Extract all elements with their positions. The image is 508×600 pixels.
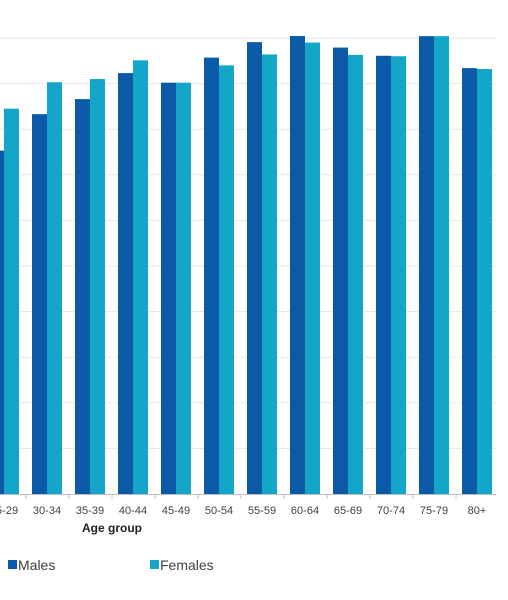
bar-females-30-34 — [47, 82, 62, 495]
x-tick-label: 75-79 — [420, 505, 448, 517]
bar-females-60-64 — [305, 42, 320, 495]
x-tick-label: 50-54 — [205, 505, 233, 517]
bar-females-75-79 — [434, 36, 449, 495]
bar-males-55-59 — [247, 42, 262, 494]
bar-females-70-74 — [391, 56, 406, 495]
bar-males-70-74 — [376, 55, 391, 495]
bar-females-55-59 — [262, 54, 277, 494]
legend-swatch — [150, 560, 159, 569]
bar-males-25-29 — [0, 150, 4, 494]
legend-label: Females — [160, 557, 214, 573]
bar-males-30-34 — [32, 114, 47, 494]
x-tick-label: 60-64 — [291, 505, 319, 517]
x-tick-label: 70-74 — [377, 505, 405, 517]
bar-females-50-54 — [219, 65, 234, 495]
bar-males-65-69 — [333, 47, 348, 495]
bar-males-35-39 — [75, 99, 90, 494]
x-tick-label: 80+ — [468, 505, 487, 517]
bar-males-80+ — [462, 68, 477, 494]
legend-label: Males — [18, 557, 55, 573]
legend-swatch — [8, 560, 17, 569]
x-tick-label: 65-69 — [334, 505, 362, 517]
bar-males-60-64 — [290, 36, 305, 494]
x-tick-label: 30-34 — [33, 505, 61, 517]
bar-females-80+ — [477, 69, 492, 495]
bar-males-75-79 — [419, 36, 434, 495]
x-tick-label: 40-44 — [119, 505, 147, 517]
bar-females-45-49 — [176, 82, 191, 495]
bar-females-65-69 — [348, 54, 363, 494]
bar-females-25-29 — [4, 108, 19, 495]
legend-item-males: Males — [8, 557, 55, 573]
x-axis: 25-29 30-34 35-39 40-44 45-49 50-54 55-59 60-64… — [0, 494, 496, 517]
bar-males-50-54 — [204, 57, 219, 494]
bar-males-45-49 — [161, 82, 176, 495]
legend: Males Females — [8, 557, 214, 573]
x-tick-label: 35-39 — [76, 505, 104, 517]
bar-males-40-44 — [118, 73, 133, 494]
bar-females-40-44 — [133, 60, 148, 495]
bars — [0, 36, 492, 495]
x-tick-label: 25-29 — [0, 505, 18, 517]
x-axis-title: Age group — [82, 521, 142, 535]
legend-item-females: Females — [150, 557, 214, 573]
x-tick-label: 45-49 — [162, 505, 190, 517]
bar-females-35-39 — [90, 79, 105, 494]
x-tick-label: 55-59 — [248, 505, 276, 517]
